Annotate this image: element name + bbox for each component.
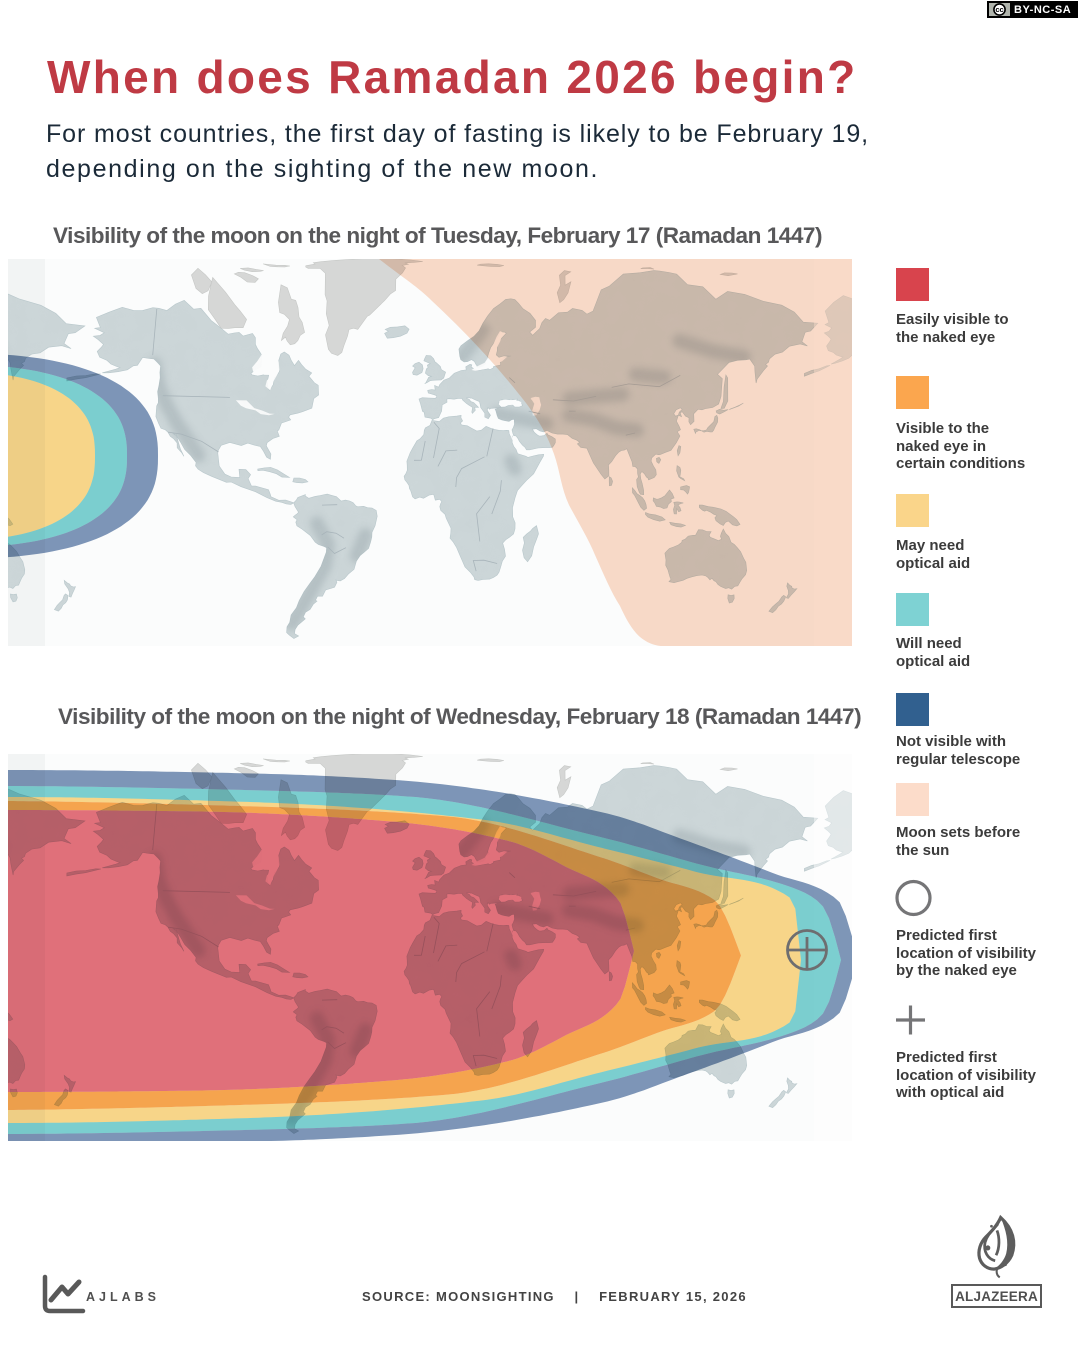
svg-text:cc: cc bbox=[995, 5, 1003, 14]
